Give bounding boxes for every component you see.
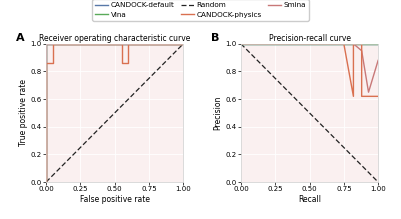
- X-axis label: Recall: Recall: [298, 195, 321, 204]
- X-axis label: False positive rate: False positive rate: [80, 195, 150, 204]
- Y-axis label: True positive rate: True positive rate: [19, 79, 28, 147]
- Text: A: A: [16, 33, 24, 43]
- Title: Precision-recall curve: Precision-recall curve: [269, 34, 350, 43]
- Legend: CANDOCK-default, Vina, Random, CANDOCK-physics, Smina: CANDOCK-default, Vina, Random, CANDOCK-p…: [92, 0, 309, 21]
- Y-axis label: Precision: Precision: [214, 96, 223, 130]
- Text: B: B: [211, 33, 219, 43]
- Title: Receiver operating characteristic curve: Receiver operating characteristic curve: [39, 34, 190, 43]
